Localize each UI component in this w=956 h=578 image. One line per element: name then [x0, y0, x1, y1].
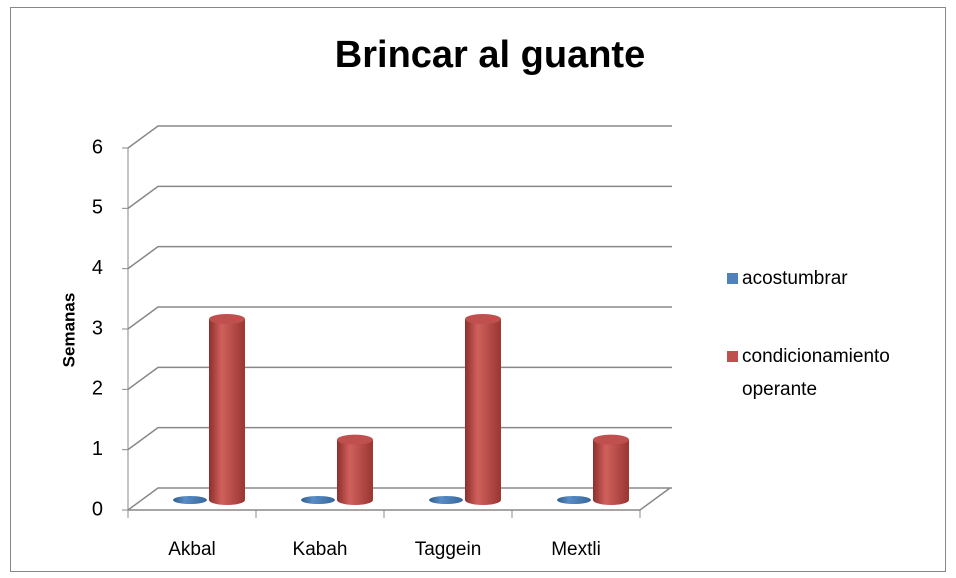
y-tick-label: 6 [92, 136, 103, 158]
legend-label: condicionamiento operante [742, 346, 890, 400]
bar [429, 496, 463, 504]
bar-body [465, 319, 501, 505]
bar-top [429, 496, 463, 504]
chart-title: Brincar al guante [335, 34, 645, 76]
y-tick-label: 0 [92, 498, 103, 520]
x-tick-label: Mextli [551, 539, 601, 560]
y-tick-label: 3 [92, 317, 103, 339]
bar [209, 314, 245, 505]
bar [465, 314, 501, 505]
bar-top [173, 496, 207, 504]
bar [337, 434, 373, 505]
bar-body [593, 439, 629, 505]
bar-body [337, 439, 373, 505]
y-tick-label: 2 [92, 378, 103, 400]
grid-line [127, 306, 672, 330]
bar [301, 496, 335, 504]
y-tick-label: 4 [92, 257, 103, 279]
bar-top [593, 434, 629, 445]
bar [557, 496, 591, 504]
bar [173, 496, 207, 504]
x-tick-label: Kabah [293, 539, 348, 560]
grid-line [127, 245, 672, 270]
grid-line [127, 185, 672, 209]
y-tick-label: 1 [92, 438, 103, 460]
legend-swatch [727, 351, 738, 362]
legend-swatch [727, 273, 738, 284]
bar [593, 434, 629, 505]
bar-top [301, 496, 335, 504]
bar-body [209, 319, 245, 505]
bar-top [337, 434, 373, 445]
x-tick-label: Taggein [415, 539, 482, 560]
y-tick-label: 5 [92, 197, 103, 219]
grid-line [127, 125, 672, 149]
bar-top [209, 314, 245, 324]
bar-top [557, 496, 591, 504]
bar-top [465, 314, 501, 324]
y-axis-label: Semanas [59, 293, 78, 368]
x-tick-label: Akbal [168, 539, 216, 560]
legend-label: acostumbrar [742, 268, 848, 289]
